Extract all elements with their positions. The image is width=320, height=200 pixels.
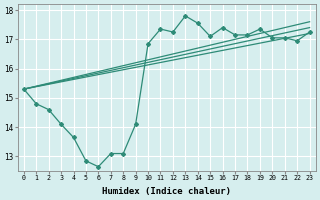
X-axis label: Humidex (Indice chaleur): Humidex (Indice chaleur) — [102, 187, 231, 196]
